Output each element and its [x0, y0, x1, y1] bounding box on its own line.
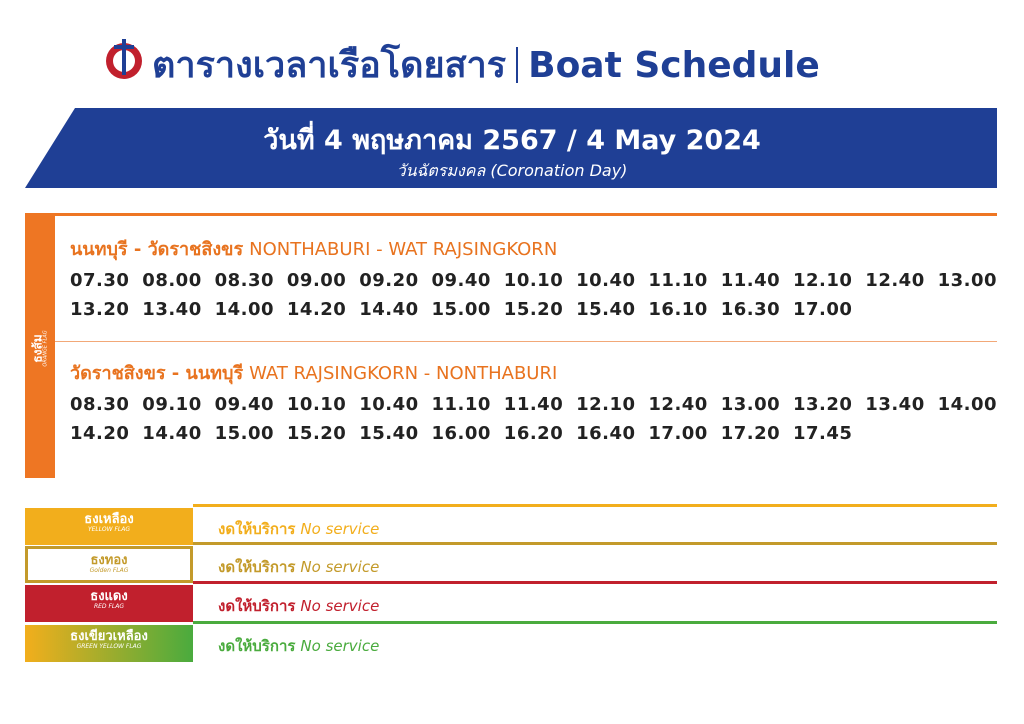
status-en: No service — [300, 597, 380, 615]
status-en: No service — [300, 558, 380, 576]
orange-line — [55, 213, 997, 216]
route-title-th: วัดราชสิงขร - นนทบุรี — [70, 363, 244, 384]
departure-time: 08.30 — [214, 270, 275, 291]
departure-time: 14.40 — [359, 299, 419, 320]
departure-time: 09.20 — [359, 270, 419, 291]
flag-name-en: Golden FLAG — [89, 567, 129, 575]
departure-time: 16.30 — [720, 299, 781, 320]
banner-shape — [25, 108, 997, 188]
departure-time: 17.00 — [793, 299, 853, 320]
departure-time: 11.40 — [720, 270, 781, 291]
title-en: Boat Schedule — [528, 45, 820, 86]
departure-time: 15.20 — [286, 423, 347, 444]
departure-time: 16.20 — [503, 423, 564, 444]
departure-time: 14.20 — [286, 299, 347, 320]
flag-box: ธงทอง Golden FLAG — [25, 546, 193, 583]
departure-time: 09.40 — [431, 270, 491, 291]
departure-time: 13.00 — [937, 270, 998, 291]
departure-time: 11.10 — [648, 270, 708, 291]
flag-box: ธงแดง RED FLAG — [25, 585, 193, 622]
departure-time: 16.40 — [576, 423, 636, 444]
departure-time: 15.20 — [503, 299, 564, 320]
flag-en: ORANGE FLAG — [42, 330, 49, 367]
departure-time: 14.00 — [937, 394, 998, 415]
status-en: No service — [300, 520, 380, 538]
title: ตารางเวลาเรือโดยสาร Boat Schedule — [152, 36, 820, 93]
departure-time: 15.40 — [359, 423, 419, 444]
departure-time: 16.10 — [648, 299, 708, 320]
flag-name-th: ธงทอง — [90, 553, 128, 568]
departure-time: 15.00 — [214, 423, 275, 444]
departure-time: 15.00 — [431, 299, 491, 320]
flag-status: งดให้บริการ No service — [218, 594, 379, 618]
flag-status: งดให้บริการ No service — [218, 634, 379, 658]
route-divider — [55, 341, 997, 342]
route-title: วัดราชสิงขร - นนทบุรี WAT RAJSINGKORN - N… — [70, 358, 557, 387]
departure-time: 11.10 — [431, 394, 491, 415]
departure-time: 07.30 — [70, 270, 130, 291]
flag-name-th: ธงแดง — [90, 589, 128, 604]
departure-time: 09.40 — [214, 394, 275, 415]
flag-line — [193, 504, 997, 507]
flag-name-en: RED FLAG — [93, 603, 125, 611]
flag-box: ธงเขียวเหลือง GREEN YELLOW FLAG — [25, 625, 193, 662]
route-title-th: นนทบุรี - วัดราชสิงขร — [70, 239, 244, 260]
banner-subtitle: วันฉัตรมงคล (Coronation Day) — [396, 161, 628, 180]
flag-box: ธงเหลือง YELLOW FLAG — [25, 508, 193, 545]
departure-time: 15.40 — [576, 299, 636, 320]
flag-status: งดให้บริการ No service — [218, 555, 379, 579]
departure-time: 14.20 — [70, 423, 130, 444]
departure-time: 08.30 — [70, 394, 130, 415]
status-th: งดให้บริการ — [218, 558, 296, 576]
flag-line — [193, 542, 997, 545]
banner-date: วันที่ 4 พฤษภาคม 2567 / 4 May 2024 — [263, 125, 761, 156]
status-th: งดให้บริการ — [218, 520, 296, 538]
departure-time: 10.10 — [503, 270, 564, 291]
flag-name-th: ธงเหลือง — [84, 512, 134, 527]
departure-time: 10.40 — [576, 270, 636, 291]
logo — [106, 39, 142, 79]
departure-time: 12.10 — [793, 270, 853, 291]
flag-line — [193, 621, 997, 624]
departure-time: 13.20 — [793, 394, 853, 415]
flag-status: งดให้บริการ No service — [218, 517, 379, 541]
orange-flag-label: ธงส้ม ORANGE FLAG — [31, 299, 49, 399]
flag-name-en: GREEN YELLOW FLAG — [76, 643, 142, 651]
departure-time: 14.40 — [142, 423, 202, 444]
departure-time: 09.10 — [142, 394, 202, 415]
status-th: งดให้บริการ — [218, 637, 296, 655]
departure-time: 13.40 — [865, 394, 925, 415]
departure-time: 16.00 — [431, 423, 491, 444]
flag-line — [193, 581, 997, 584]
departure-time: 09.00 — [286, 270, 347, 291]
status-en: No service — [300, 637, 380, 655]
departure-time: 12.40 — [648, 394, 708, 415]
departure-time: 17.20 — [720, 423, 781, 444]
departure-time: 13.40 — [142, 299, 202, 320]
departure-time: 10.40 — [359, 394, 419, 415]
departure-time: 12.40 — [865, 270, 925, 291]
departure-time: 08.00 — [142, 270, 202, 291]
orange-flag-bar — [25, 213, 55, 478]
route-title-en: WAT RAJSINGKORN - NONTHABURI — [249, 363, 558, 384]
departure-time: 17.00 — [648, 423, 708, 444]
departure-time: 13.20 — [70, 299, 130, 320]
departure-time: 17.45 — [793, 423, 853, 444]
departure-time: 11.40 — [503, 394, 564, 415]
departure-time: 10.10 — [286, 394, 347, 415]
flag-name-th: ธงเขียวเหลือง — [70, 629, 148, 644]
departure-time: 13.00 — [720, 394, 781, 415]
departure-time: 14.00 — [214, 299, 275, 320]
title-th: ตารางเวลาเรือโดยสาร — [152, 45, 507, 86]
route-title-en: NONTHABURI - WAT RAJSINGKORN — [249, 239, 558, 260]
departure-time: 12.10 — [576, 394, 636, 415]
status-th: งดให้บริการ — [218, 597, 296, 615]
route-title: นนทบุรี - วัดราชสิงขร NONTHABURI - WAT RA… — [70, 234, 557, 263]
flag-name-en: YELLOW FLAG — [87, 526, 131, 534]
